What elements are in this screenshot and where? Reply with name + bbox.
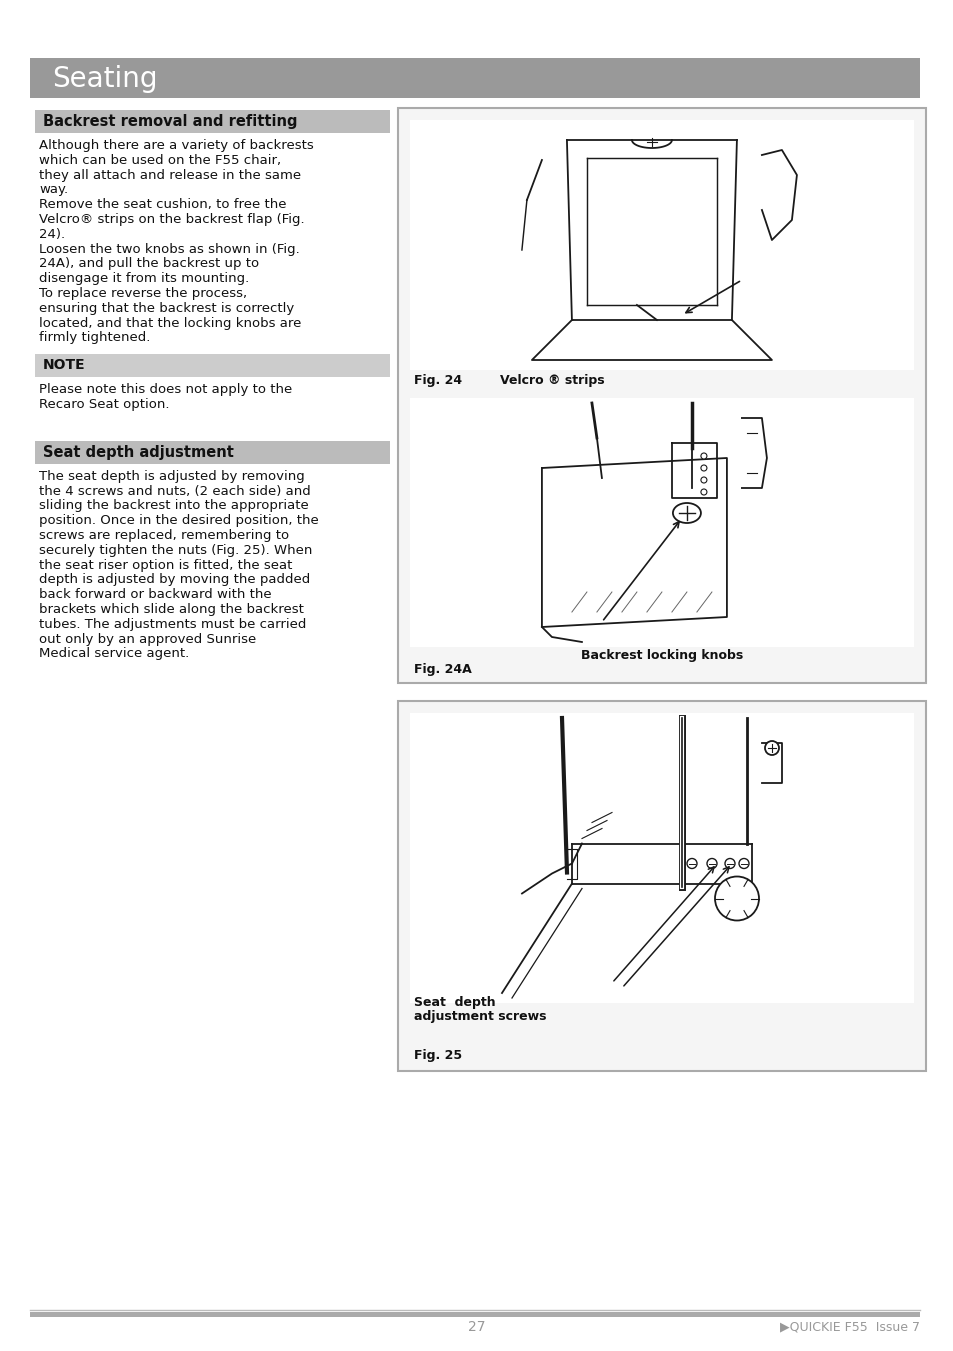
Bar [30, 58, 919, 99]
Bar [35, 109, 390, 132]
Text: sliding the backrest into the appropriate: sliding the backrest into the appropriat… [39, 500, 309, 512]
Bar [30, 1312, 919, 1317]
Ellipse shape [672, 503, 700, 523]
Bar [35, 354, 390, 377]
Text: tubes. The adjustments must be carried: tubes. The adjustments must be carried [39, 617, 306, 631]
Text: adjustment screws: adjustment screws [414, 1011, 546, 1023]
Text: Backrest removal and refitting: Backrest removal and refitting [43, 113, 297, 128]
Text: back forward or backward with the: back forward or backward with the [39, 588, 272, 601]
Text: disengage it from its mounting.: disengage it from its mounting. [39, 272, 249, 285]
Text: The seat depth is adjusted by removing: The seat depth is adjusted by removing [39, 470, 304, 482]
Text: Recaro Seat option.: Recaro Seat option. [39, 399, 170, 411]
Text: Fig. 24A: Fig. 24A [414, 663, 471, 676]
Bar [397, 701, 925, 1071]
Circle shape [700, 489, 706, 494]
Text: Velcro ® strips: Velcro ® strips [499, 374, 604, 386]
Text: brackets which slide along the backrest: brackets which slide along the backrest [39, 603, 304, 616]
Text: Seating: Seating [52, 65, 157, 93]
Circle shape [700, 477, 706, 484]
Text: position. Once in the desired position, the: position. Once in the desired position, … [39, 515, 318, 527]
Text: 24A), and pull the backrest up to: 24A), and pull the backrest up to [39, 258, 259, 270]
Bar [410, 399, 913, 647]
Circle shape [714, 877, 759, 920]
Text: Seat  depth: Seat depth [414, 996, 496, 1009]
Text: NOTE: NOTE [43, 358, 86, 372]
Text: Velcro® strips on the backrest flap (Fig.: Velcro® strips on the backrest flap (Fig… [39, 213, 304, 226]
Text: Medical service agent.: Medical service agent. [39, 647, 189, 661]
Text: the 4 screws and nuts, (2 each side) and: the 4 screws and nuts, (2 each side) and [39, 485, 311, 497]
Text: securely tighten the nuts (Fig. 25). When: securely tighten the nuts (Fig. 25). Whe… [39, 544, 312, 557]
Text: Backrest locking knobs: Backrest locking knobs [580, 648, 742, 662]
Text: Fig. 24: Fig. 24 [414, 374, 461, 386]
Text: ensuring that the backrest is correctly: ensuring that the backrest is correctly [39, 301, 294, 315]
Text: Please note this does not apply to the: Please note this does not apply to the [39, 384, 292, 396]
Circle shape [764, 740, 779, 755]
Text: the seat riser option is fitted, the seat: the seat riser option is fitted, the sea… [39, 558, 292, 571]
Circle shape [700, 465, 706, 471]
Text: Remove the seat cushion, to free the: Remove the seat cushion, to free the [39, 199, 286, 211]
Circle shape [739, 858, 748, 869]
Text: Fig. 25: Fig. 25 [414, 1048, 461, 1062]
Text: 24).: 24). [39, 228, 65, 240]
Text: Although there are a variety of backrests: Although there are a variety of backrest… [39, 139, 314, 153]
Text: Seat depth adjustment: Seat depth adjustment [43, 444, 233, 459]
Text: firmly tightened.: firmly tightened. [39, 331, 151, 345]
Circle shape [706, 858, 717, 869]
Bar [397, 108, 925, 684]
Bar [35, 440, 390, 463]
Text: ▶QUICKIE F55  Issue 7: ▶QUICKIE F55 Issue 7 [780, 1320, 919, 1333]
Bar [410, 120, 913, 370]
Circle shape [724, 858, 734, 869]
Text: out only by an approved Sunrise: out only by an approved Sunrise [39, 632, 256, 646]
Text: they all attach and release in the same: they all attach and release in the same [39, 169, 301, 181]
Text: way.: way. [39, 184, 68, 196]
Text: To replace reverse the process,: To replace reverse the process, [39, 286, 247, 300]
Text: located, and that the locking knobs are: located, and that the locking knobs are [39, 316, 301, 330]
Circle shape [700, 453, 706, 459]
Bar [410, 713, 913, 1002]
Text: depth is adjusted by moving the padded: depth is adjusted by moving the padded [39, 573, 310, 586]
Circle shape [686, 858, 697, 869]
Text: 27: 27 [468, 1320, 485, 1333]
Text: Loosen the two knobs as shown in (Fig.: Loosen the two knobs as shown in (Fig. [39, 243, 299, 255]
Text: which can be used on the F55 chair,: which can be used on the F55 chair, [39, 154, 281, 166]
Text: screws are replaced, remembering to: screws are replaced, remembering to [39, 530, 289, 542]
